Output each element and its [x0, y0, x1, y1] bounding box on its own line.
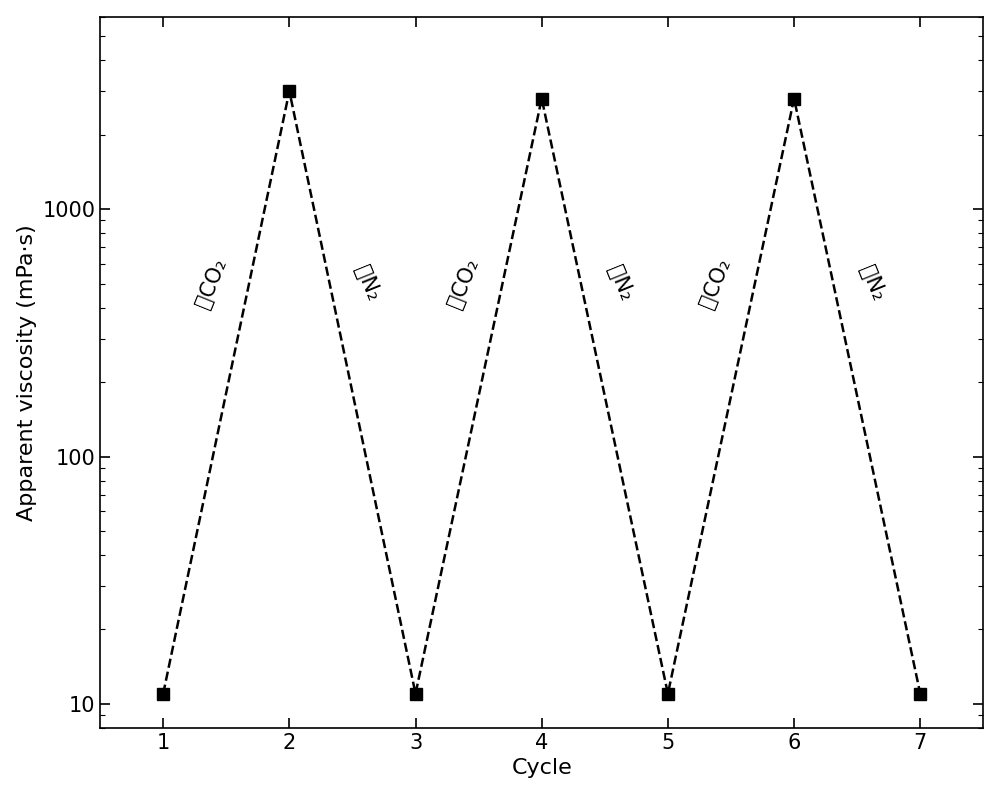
X-axis label: Cycle: Cycle: [511, 758, 572, 778]
Y-axis label: Apparent viscosity (mPa·s): Apparent viscosity (mPa·s): [17, 224, 37, 521]
Text: 通N₂: 通N₂: [351, 263, 384, 304]
Text: 通CO₂: 通CO₂: [192, 256, 230, 312]
Text: 通CO₂: 通CO₂: [697, 256, 735, 312]
Text: 通N₂: 通N₂: [856, 263, 888, 304]
Text: 通CO₂: 通CO₂: [444, 256, 482, 312]
Text: 通N₂: 通N₂: [604, 263, 636, 304]
